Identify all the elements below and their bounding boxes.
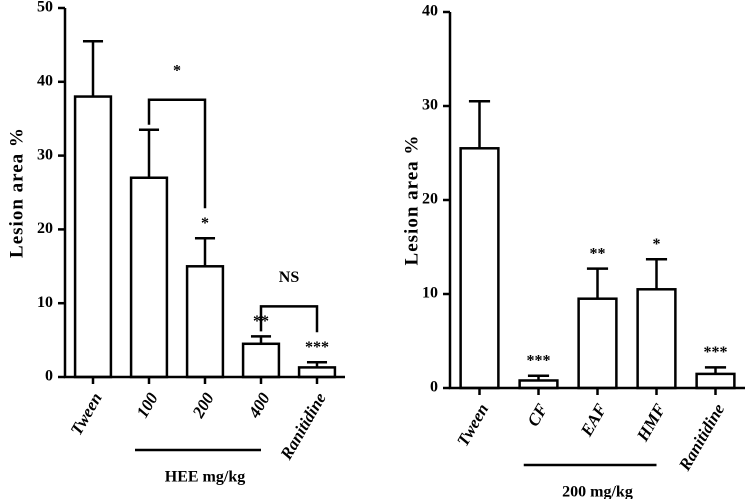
y-tick-label: 20 bbox=[422, 191, 438, 208]
y-tick-label: 30 bbox=[422, 97, 438, 114]
significance-label: *** bbox=[305, 339, 329, 356]
bar bbox=[577, 297, 618, 390]
group-label: 200 mg/kg bbox=[562, 484, 633, 499]
bar bbox=[73, 95, 113, 379]
significance-label: ** bbox=[590, 245, 606, 262]
bracket-label: * bbox=[173, 62, 181, 79]
significance-label: *** bbox=[704, 344, 728, 361]
bar bbox=[129, 176, 169, 379]
y-axis-label: Lesion area % bbox=[6, 127, 27, 258]
x-tick-label: EAF bbox=[576, 400, 610, 440]
y-tick-label: 0 bbox=[430, 379, 438, 396]
bracket bbox=[147, 98, 207, 209]
x-tick-label: HMF bbox=[633, 400, 670, 445]
y-tick-label: 10 bbox=[37, 294, 53, 311]
x-tick-label: 400 bbox=[244, 389, 274, 422]
significance-label: * bbox=[201, 215, 209, 232]
bar bbox=[185, 265, 225, 379]
y-tick-label: 40 bbox=[37, 72, 53, 89]
y-tick-label: 40 bbox=[422, 3, 438, 20]
x-tick-label: 100 bbox=[133, 389, 162, 421]
axes bbox=[63, 8, 345, 379]
bracket bbox=[259, 305, 319, 333]
bracket-label: NS bbox=[279, 269, 300, 286]
bar bbox=[695, 372, 736, 390]
bar bbox=[636, 288, 677, 390]
x-tick-label: 200 bbox=[188, 389, 218, 422]
y-tick-label: 10 bbox=[422, 285, 438, 302]
x-tick-label: Ranitidine bbox=[276, 389, 330, 464]
y-tick-label: 0 bbox=[45, 368, 53, 385]
y-tick-label: 20 bbox=[37, 220, 53, 237]
x-tick-label: Tween bbox=[453, 400, 492, 449]
bar bbox=[241, 342, 281, 379]
significance-label: *** bbox=[527, 352, 551, 369]
x-tick-label: Ranitidine bbox=[675, 400, 729, 475]
significance-label: * bbox=[653, 236, 661, 253]
y-tick-label: 30 bbox=[37, 146, 53, 163]
x-tick-label: CF bbox=[524, 400, 552, 430]
x-tick-label: Tween bbox=[67, 389, 106, 438]
y-axis-label: Lesion area % bbox=[401, 135, 422, 266]
bar bbox=[297, 366, 337, 379]
bar bbox=[459, 147, 500, 390]
axes bbox=[448, 12, 745, 390]
group-label: HEE mg/kg bbox=[165, 469, 245, 486]
y-tick-label: 50 bbox=[37, 0, 53, 16]
